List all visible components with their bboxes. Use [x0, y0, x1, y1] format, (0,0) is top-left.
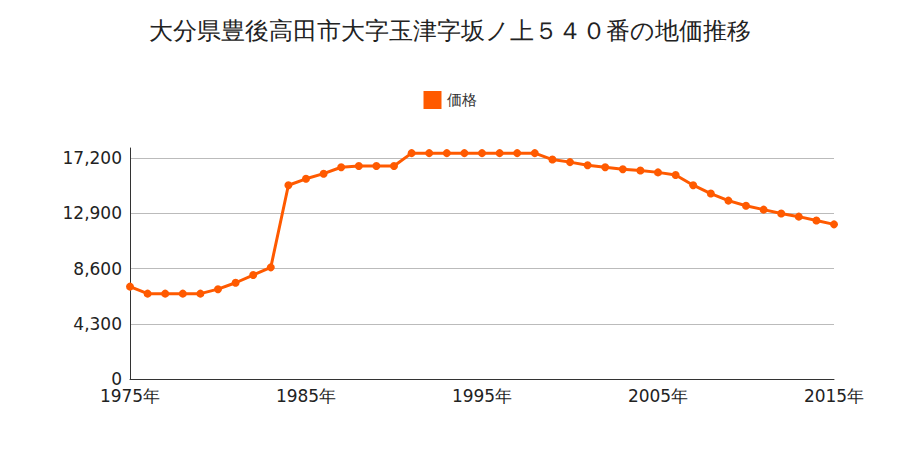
svg-text:1975年: 1975年 [100, 386, 160, 406]
svg-text:4,300: 4,300 [73, 314, 122, 334]
svg-text:1995年: 1995年 [452, 386, 512, 406]
svg-text:大分県豊後高田市大字玉津字坂ノ上５４０番の地価推移: 大分県豊後高田市大字玉津字坂ノ上５４０番の地価推移 [149, 17, 751, 45]
svg-text:12,900: 12,900 [63, 203, 122, 223]
svg-text:価格: 価格 [447, 91, 477, 109]
svg-text:2005年: 2005年 [628, 386, 688, 406]
svg-text:2015年: 2015年 [804, 386, 864, 406]
svg-text:8,600: 8,600 [73, 259, 122, 279]
svg-text:1985年: 1985年 [276, 386, 336, 406]
svg-text:17,200: 17,200 [63, 148, 122, 168]
svg-text:0: 0 [111, 369, 122, 389]
